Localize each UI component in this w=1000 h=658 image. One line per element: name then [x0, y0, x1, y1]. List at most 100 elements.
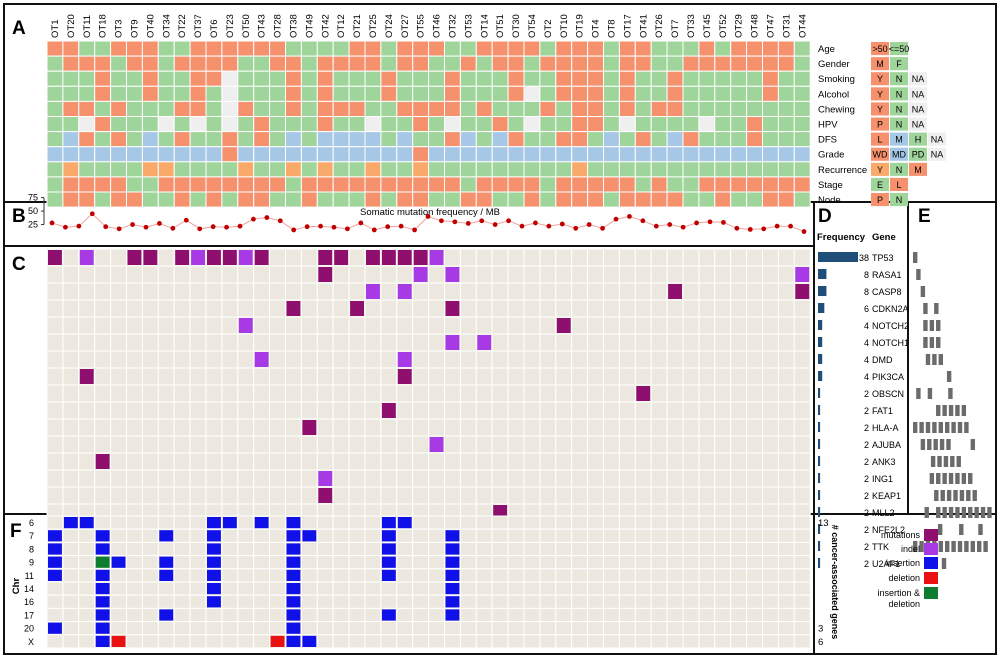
clinical-cell — [555, 40, 573, 57]
mutation-cell — [746, 282, 763, 301]
clinical-cell — [269, 161, 287, 178]
mutation-cell — [205, 418, 223, 437]
mutation-cell — [523, 248, 541, 267]
gene-frequency-value: 2 — [864, 542, 869, 552]
mutfreq-point — [116, 226, 122, 232]
frame-e — [907, 201, 997, 515]
clinical-cell — [380, 176, 398, 193]
cnv-cell — [110, 515, 127, 530]
cnv-cell — [364, 621, 382, 636]
mutation-cell — [507, 248, 525, 267]
clinical-cell — [285, 146, 302, 163]
clinical-cell — [682, 70, 700, 87]
cnv-cell — [555, 555, 573, 570]
clinical-cell — [285, 40, 302, 57]
mutation-cell — [237, 333, 255, 352]
cnv-cell — [46, 607, 64, 623]
cnv-cell — [300, 594, 318, 609]
mutation-cell — [141, 282, 159, 301]
mutation-cell — [650, 333, 668, 352]
clinical-cell — [459, 70, 477, 87]
cnv-cell — [650, 581, 668, 596]
mutation-cell — [126, 316, 143, 335]
mutation-cell — [634, 401, 652, 420]
mutation-cell — [62, 333, 80, 352]
cnv-cell — [523, 555, 541, 570]
clinical-cell — [78, 116, 96, 133]
mutation-cell — [316, 401, 334, 420]
mutation-cell — [459, 469, 477, 488]
clinical-cell — [618, 40, 636, 57]
cnv-cell — [746, 541, 763, 557]
clinical-cell — [300, 146, 318, 163]
clinical-cell — [650, 131, 668, 148]
clinical-cell — [650, 191, 668, 208]
clinical-cell — [762, 85, 779, 102]
clinical-cell — [62, 176, 80, 193]
clinical-legend-swatch — [909, 102, 927, 116]
cnv-mark — [397, 517, 412, 529]
mutation-mark — [254, 250, 269, 265]
cnv-cell — [714, 594, 732, 609]
mutation-cell — [189, 435, 207, 454]
clinical-cell — [650, 176, 668, 193]
mutation-cell — [459, 435, 477, 454]
clinical-cell — [444, 70, 461, 87]
cnv-cell — [523, 607, 541, 623]
clinical-cell — [380, 55, 398, 72]
panel-e-bar — [934, 490, 939, 501]
cnv-cell — [126, 581, 143, 596]
mutfreq-point — [277, 218, 283, 224]
mutation-cell — [507, 333, 525, 352]
cnv-cell — [78, 555, 96, 570]
mutation-cell — [555, 333, 573, 352]
clinical-cell — [78, 40, 96, 57]
mutation-cell — [205, 316, 223, 335]
clinical-cell — [364, 146, 382, 163]
clinical-cell — [666, 116, 684, 133]
cnv-cell — [126, 555, 143, 570]
clinical-cell — [507, 40, 525, 57]
mutation-cell — [746, 350, 763, 369]
cnv-gene-count: 13 — [818, 518, 829, 529]
cnv-mark — [302, 635, 317, 647]
clinical-cell — [253, 176, 271, 193]
mutation-cell — [539, 350, 557, 369]
clinical-cell — [94, 161, 112, 178]
mutation-cell — [475, 418, 493, 437]
clinical-cell — [205, 146, 223, 163]
cnv-cell — [348, 634, 366, 649]
mutation-cell — [348, 248, 366, 267]
clinical-legend-swatch — [871, 177, 889, 191]
cnv-cell — [618, 594, 636, 609]
mutation-cell — [793, 469, 811, 488]
mutation-cell — [571, 350, 589, 369]
clinical-cell — [253, 191, 271, 208]
mutation-cell — [523, 401, 541, 420]
mutation-cell — [364, 367, 382, 386]
sample-label: OT27 — [400, 14, 411, 38]
cnv-cell — [396, 581, 414, 596]
mutation-cell — [571, 418, 589, 437]
mutation-cell — [618, 418, 636, 437]
cnv-cell — [666, 607, 684, 623]
clinical-cell — [316, 70, 334, 87]
clinical-legend-swatch — [871, 162, 889, 176]
panel-e-bar — [964, 422, 969, 433]
legend-swatch — [924, 587, 938, 599]
panel-e-bar — [970, 439, 975, 450]
mutation-cell — [603, 418, 620, 437]
mutation-cell — [396, 418, 414, 437]
mutfreq-point — [143, 224, 149, 230]
clinical-cell — [205, 161, 223, 178]
clinical-cell — [746, 146, 763, 163]
clinical-cell — [587, 40, 604, 57]
cnv-cell — [491, 594, 509, 609]
cnv-cell — [746, 568, 763, 583]
clinical-cell — [46, 191, 64, 208]
clinical-cell — [746, 191, 763, 208]
clinical-cell — [253, 131, 271, 148]
mutation-cell — [348, 384, 366, 403]
cnv-cell — [682, 541, 700, 557]
